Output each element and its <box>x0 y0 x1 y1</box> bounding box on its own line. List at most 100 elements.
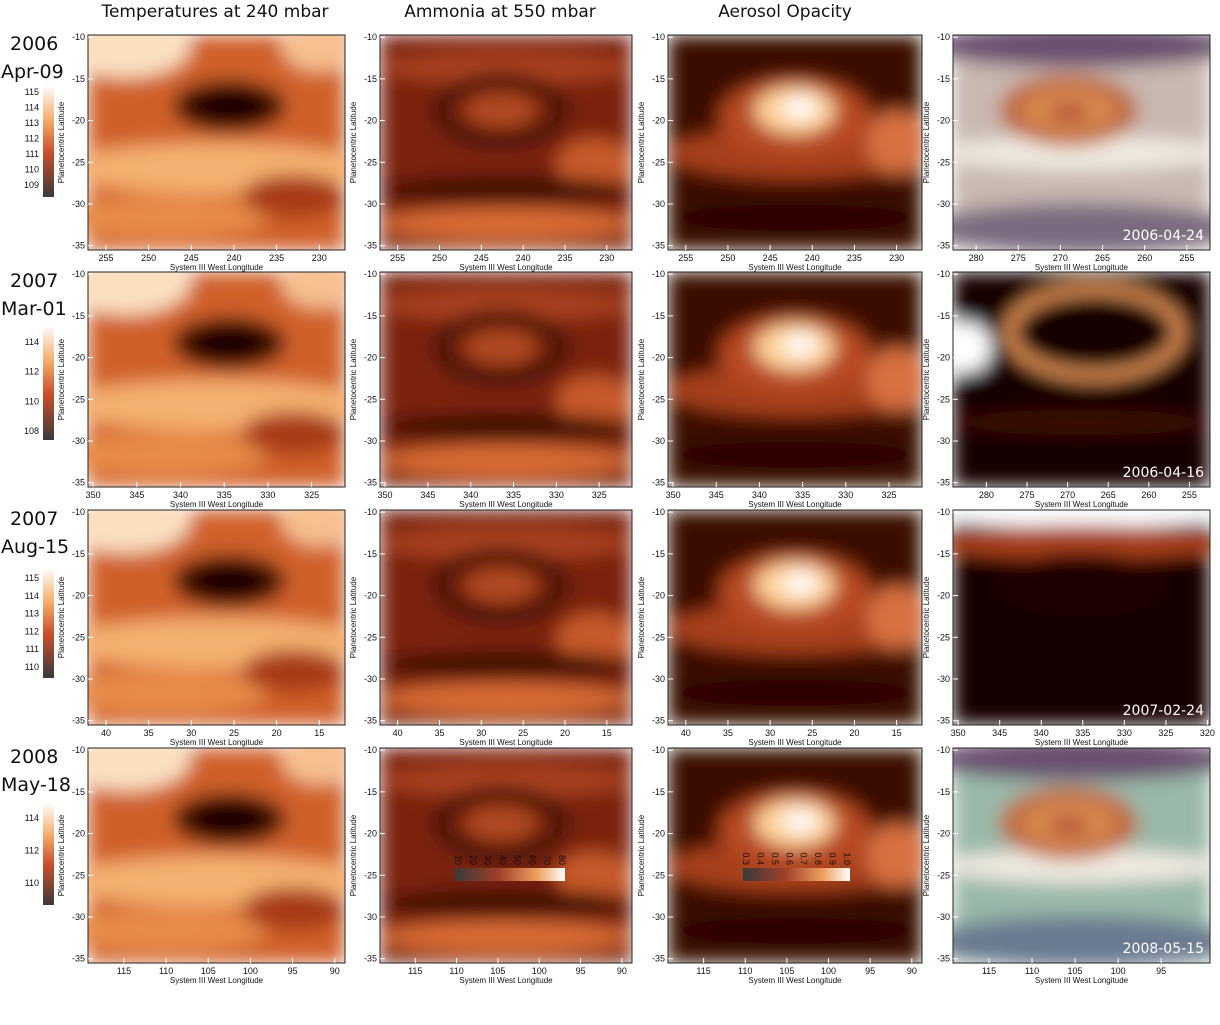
y-tick-label: -30 <box>937 912 950 922</box>
x-tick-label: 260 <box>1141 490 1156 500</box>
x-tick-label: 110 <box>738 966 752 976</box>
y-tick-label: -20 <box>652 116 665 126</box>
image-feature <box>1048 104 1089 121</box>
y-axis-label: Planetocentric Latitude <box>637 576 646 658</box>
x-tick-label: 15 <box>602 728 612 738</box>
x-tick-label: 90 <box>617 966 627 976</box>
colorbar-tick-label: 10 <box>453 855 463 865</box>
colorbar-tick-label: 110 <box>25 662 39 672</box>
image-feature <box>199 566 261 596</box>
x-tick-label: 265 <box>1095 253 1110 263</box>
y-tick-label: -30 <box>72 199 85 209</box>
x-axis-label: System III West Longitude <box>170 976 264 985</box>
x-axis-label: System III West Longitude <box>459 500 553 509</box>
image-feature <box>380 414 632 440</box>
image-layer <box>668 510 927 725</box>
x-tick-label: 15 <box>314 728 324 738</box>
y-tick-label: -20 <box>72 591 85 601</box>
y-tick-label: -15 <box>937 787 950 797</box>
y-tick-label: -35 <box>937 716 950 726</box>
map-image <box>668 35 927 250</box>
y-tick-label: -10 <box>937 32 950 42</box>
x-tick-label: 25 <box>807 728 817 738</box>
x-tick-label: 100 <box>1111 966 1126 976</box>
map-image <box>927 501 1220 725</box>
image-feature <box>281 495 358 547</box>
y-tick-label: -25 <box>364 870 377 880</box>
y-tick-label: -20 <box>937 116 950 126</box>
map-panel: -10-15-20-25-30-35Planetocentric Latitud… <box>922 501 1220 747</box>
y-axis-label: Planetocentric Latitude <box>349 576 358 658</box>
map-panel: -10-15-20-25-30-35Planetocentric Latitud… <box>349 32 632 272</box>
y-tick-label: -20 <box>652 829 665 839</box>
map-panel: -10-15-20-25-30-35Planetocentric Latitud… <box>57 251 371 510</box>
y-tick-label: -25 <box>72 157 85 167</box>
x-axis-label: System III West Longitude <box>748 500 842 509</box>
row-year: 2008 <box>10 746 58 768</box>
image-feature <box>782 810 818 832</box>
colorbar <box>43 568 54 678</box>
map-image <box>62 489 370 726</box>
x-tick-label: 350 <box>666 490 681 500</box>
x-tick-label: 115 <box>982 966 996 976</box>
colorbar-tick-label: 80 <box>557 855 567 865</box>
y-tick-label: -20 <box>364 116 377 126</box>
image-layer <box>380 510 632 725</box>
x-tick-label: 345 <box>992 728 1007 738</box>
image-feature <box>242 650 345 693</box>
x-tick-label: 105 <box>779 966 794 976</box>
y-tick-label: -25 <box>364 157 377 167</box>
image-feature <box>782 97 818 119</box>
y-tick-label: -35 <box>72 241 85 251</box>
image-feature <box>62 251 191 316</box>
x-tick-label: 250 <box>432 253 447 263</box>
x-tick-label: 330 <box>260 490 275 500</box>
y-tick-label: -10 <box>937 507 950 517</box>
y-tick-label: -20 <box>937 829 950 839</box>
x-tick-label: 35 <box>434 728 444 738</box>
colorbar <box>455 868 565 881</box>
y-axis-label: Planetocentric Latitude <box>637 101 646 183</box>
colorbar-tick-label: 113 <box>25 609 39 619</box>
image-feature <box>380 177 632 203</box>
y-tick-label: -15 <box>364 311 377 321</box>
x-tick-label: 230 <box>312 253 327 263</box>
image-layer <box>380 35 632 250</box>
y-tick-label: -15 <box>72 311 85 321</box>
image-feature <box>380 920 632 954</box>
colorbar-tick-label: 114 <box>25 591 39 601</box>
colorbar-tick-label: 112 <box>25 846 39 856</box>
image-feature <box>782 572 818 594</box>
column-header: Ammonia at 550 mbar <box>404 2 596 22</box>
y-axis-label: Planetocentric Latitude <box>57 576 66 658</box>
colorbar-tick-label: 40 <box>498 855 508 865</box>
column-header: Aerosol Opacity <box>718 2 852 22</box>
y-tick-label: -20 <box>364 829 377 839</box>
x-tick-label: 270 <box>1053 253 1068 263</box>
image-feature <box>199 804 261 834</box>
image-layer <box>927 501 1220 725</box>
y-tick-label: -20 <box>937 591 950 601</box>
x-axis-label: System III West Longitude <box>1035 263 1129 272</box>
colorbar-tick-label: 110 <box>25 878 39 888</box>
x-tick-label: 40 <box>101 728 111 738</box>
map-panel: -10-15-20-25-30-35Planetocentric Latitud… <box>637 32 927 272</box>
y-tick-label: -10 <box>937 269 950 279</box>
colorbar-tick-label: 115 <box>25 87 39 97</box>
y-tick-label: -10 <box>937 745 950 755</box>
y-tick-label: -35 <box>72 478 85 488</box>
x-tick-label: 20 <box>560 728 570 738</box>
map-image <box>668 510 927 725</box>
image-layer <box>927 737 1220 967</box>
y-tick-label: -35 <box>937 954 950 964</box>
colorbar-tick-label: 0.5 <box>770 852 780 865</box>
image-feature <box>242 175 345 218</box>
image-feature <box>242 412 345 455</box>
map-image <box>668 748 927 963</box>
y-axis-label: Planetocentric Latitude <box>349 101 358 183</box>
y-axis-label: Planetocentric Latitude <box>637 814 646 896</box>
x-tick-label: 95 <box>1156 966 1166 976</box>
x-tick-label: 40 <box>393 728 403 738</box>
colorbar <box>43 85 54 197</box>
map-panel: -10-15-20-25-30-35Planetocentric Latitud… <box>57 727 371 986</box>
